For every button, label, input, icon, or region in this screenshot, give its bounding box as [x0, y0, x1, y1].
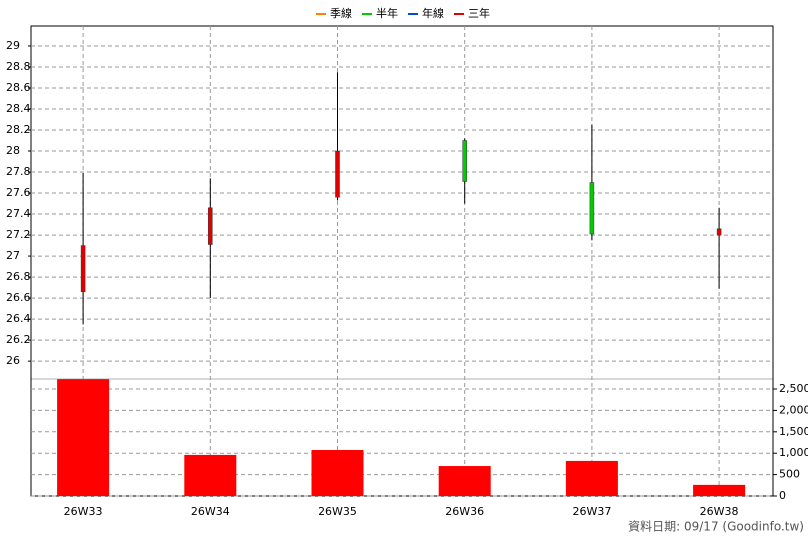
volume-bar [565, 460, 618, 496]
y-tick-label: 28.2 [6, 123, 31, 136]
volume-bar [438, 466, 491, 496]
y2-tick-label: 500 [779, 468, 800, 481]
candle-body [335, 150, 340, 198]
y2-tick-label: 2,500 [779, 382, 808, 395]
y-tick-label: 29 [6, 39, 20, 52]
legend-label: 年線 [422, 6, 444, 20]
x-tick-label: 26W38 [700, 505, 739, 518]
x-tick-label: 26W33 [64, 505, 103, 518]
y-tick-label: 26 [6, 354, 20, 367]
y-tick-label: 26.4 [6, 312, 31, 325]
candle-body [462, 140, 467, 182]
y-tick-label: 28.8 [6, 60, 31, 73]
y-tick-label: 26.2 [6, 333, 31, 346]
x-tick-label: 26W37 [572, 505, 611, 518]
candle-body [208, 207, 213, 245]
y2-tick-label: 2,000 [779, 403, 808, 416]
y-tick-label: 27.2 [6, 228, 31, 241]
y-tick-label: 28.4 [6, 102, 31, 115]
volume-bar [311, 449, 364, 496]
x-tick-label: 26W35 [318, 505, 357, 518]
plot-frame [30, 25, 774, 497]
y-tick-label: 27 [6, 249, 20, 262]
x-tick-label: 26W36 [445, 505, 484, 518]
y-tick-label: 26.6 [6, 291, 31, 304]
y-tick-label: 27.6 [6, 186, 31, 199]
legend-label: 季線 [330, 6, 352, 20]
y-tick-label: 27.4 [6, 207, 31, 220]
candle-body [589, 182, 595, 235]
y2-tick-label: 1,500 [779, 425, 808, 438]
legend-label: 三年 [468, 6, 490, 20]
legend-label: 半年 [376, 6, 398, 20]
y-tick-label: 27.8 [6, 165, 31, 178]
volume-bar [184, 454, 237, 496]
volume-bar [57, 379, 110, 496]
y2-tick-label: 0 [779, 489, 786, 502]
y-tick-label: 28.6 [6, 81, 31, 94]
y-tick-label: 26.8 [6, 270, 31, 283]
candle-body [80, 245, 86, 293]
candle-body [716, 228, 722, 236]
volume-bar [693, 484, 746, 496]
x-tick-label: 26W34 [191, 505, 230, 518]
y2-tick-label: 1,000 [779, 446, 808, 459]
y-tick-label: 28 [6, 144, 20, 157]
source-note: 資料日期: 09/17 (Goodinfo.tw) [628, 520, 804, 534]
